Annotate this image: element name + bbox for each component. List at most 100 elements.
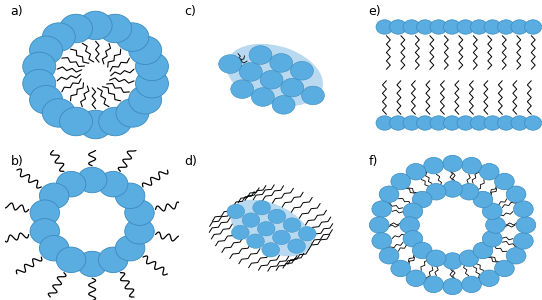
Circle shape: [42, 99, 75, 127]
Circle shape: [79, 11, 112, 40]
Circle shape: [299, 226, 316, 241]
Circle shape: [443, 116, 461, 130]
Circle shape: [459, 250, 479, 266]
Circle shape: [301, 86, 325, 105]
Circle shape: [30, 36, 62, 64]
Circle shape: [30, 85, 62, 114]
Circle shape: [403, 230, 423, 247]
Circle shape: [283, 218, 301, 232]
Text: d): d): [184, 154, 197, 167]
Circle shape: [427, 250, 446, 266]
Text: c): c): [184, 4, 196, 17]
Circle shape: [482, 203, 502, 220]
Circle shape: [525, 20, 541, 34]
Circle shape: [495, 173, 514, 190]
Circle shape: [514, 201, 533, 217]
Circle shape: [480, 270, 499, 286]
Circle shape: [473, 191, 493, 208]
Circle shape: [391, 260, 410, 277]
Circle shape: [416, 20, 434, 34]
Circle shape: [272, 96, 295, 114]
Circle shape: [391, 173, 410, 190]
Circle shape: [128, 85, 162, 114]
Circle shape: [470, 116, 488, 130]
Circle shape: [443, 253, 462, 269]
Circle shape: [116, 23, 149, 51]
Circle shape: [470, 20, 488, 34]
Circle shape: [56, 171, 86, 197]
Circle shape: [99, 107, 132, 136]
Circle shape: [99, 14, 132, 43]
Circle shape: [136, 69, 169, 98]
Circle shape: [379, 248, 399, 264]
Ellipse shape: [230, 200, 312, 256]
Circle shape: [412, 191, 432, 208]
Circle shape: [495, 260, 514, 277]
Circle shape: [40, 183, 69, 208]
Circle shape: [412, 242, 432, 259]
Circle shape: [116, 99, 149, 127]
Circle shape: [288, 239, 306, 253]
Circle shape: [506, 186, 526, 202]
Circle shape: [403, 20, 420, 34]
Circle shape: [79, 110, 112, 139]
Circle shape: [406, 270, 426, 286]
Ellipse shape: [227, 44, 323, 106]
Circle shape: [260, 70, 283, 89]
Circle shape: [443, 181, 462, 197]
Circle shape: [247, 234, 264, 248]
Circle shape: [416, 116, 434, 130]
Circle shape: [473, 242, 493, 259]
Text: b): b): [11, 154, 23, 167]
Circle shape: [379, 186, 399, 202]
Circle shape: [270, 54, 293, 72]
Text: a): a): [11, 4, 23, 17]
Circle shape: [506, 248, 526, 264]
Circle shape: [457, 116, 474, 130]
Circle shape: [376, 116, 393, 130]
Circle shape: [430, 116, 447, 130]
Circle shape: [251, 88, 274, 106]
Circle shape: [136, 52, 169, 81]
Circle shape: [231, 225, 249, 240]
Circle shape: [459, 184, 479, 200]
Circle shape: [430, 20, 447, 34]
Circle shape: [231, 80, 254, 98]
Circle shape: [372, 233, 391, 249]
Circle shape: [482, 230, 502, 247]
Circle shape: [514, 233, 533, 249]
Circle shape: [406, 164, 426, 180]
Circle shape: [484, 20, 501, 34]
Text: f): f): [369, 154, 378, 167]
Circle shape: [511, 116, 528, 130]
Text: e): e): [369, 4, 381, 17]
Circle shape: [390, 116, 406, 130]
Circle shape: [273, 230, 291, 244]
Circle shape: [462, 157, 481, 174]
Circle shape: [525, 116, 541, 130]
Circle shape: [457, 20, 474, 34]
Circle shape: [376, 20, 393, 34]
Circle shape: [516, 217, 535, 233]
Circle shape: [403, 116, 420, 130]
Circle shape: [125, 219, 154, 244]
Circle shape: [498, 20, 515, 34]
Circle shape: [242, 213, 260, 227]
Circle shape: [128, 36, 162, 64]
Circle shape: [424, 157, 443, 174]
Circle shape: [115, 236, 145, 261]
Circle shape: [443, 20, 461, 34]
Circle shape: [240, 63, 262, 81]
Circle shape: [427, 184, 446, 200]
Circle shape: [23, 52, 56, 81]
Circle shape: [480, 164, 499, 180]
Circle shape: [30, 219, 60, 244]
Circle shape: [424, 276, 443, 293]
Circle shape: [42, 23, 75, 51]
Circle shape: [125, 200, 154, 225]
Circle shape: [60, 107, 93, 136]
Circle shape: [486, 217, 505, 233]
Circle shape: [484, 116, 501, 130]
Circle shape: [23, 69, 56, 98]
Circle shape: [400, 217, 420, 233]
